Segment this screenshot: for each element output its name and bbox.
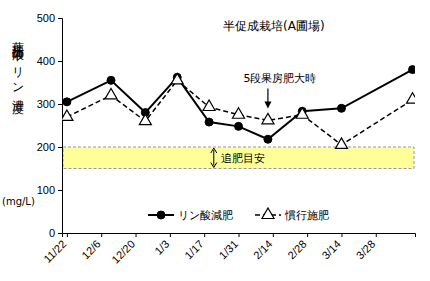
x-tick-mark (239, 233, 240, 237)
legend: リン酸減肥 慣行施肥 (148, 208, 329, 222)
x-tick-mark (341, 233, 342, 237)
x-tick: 3/28 (354, 233, 378, 261)
series-marker (62, 110, 73, 120)
y-tick: 200 (37, 141, 62, 153)
x-tick: 3/14 (319, 233, 343, 261)
reference-band (63, 147, 414, 169)
band-arrow-head (211, 148, 217, 168)
x-tick-label: 3/14 (319, 238, 343, 262)
y-tick-label: 500 (37, 12, 55, 24)
legend-item: 慣行施肥 (255, 208, 329, 222)
y-tick-label: 0 (49, 227, 55, 239)
y-tick: 400 (37, 55, 62, 67)
x-tick-mark (307, 233, 308, 237)
legend-marker (262, 208, 274, 218)
series-marker (203, 100, 215, 110)
y-axis: 0 100 200 300 400 500 (37, 12, 63, 239)
x-tick-mark (204, 233, 205, 237)
x-tick: 12/6 (79, 233, 103, 261)
x-tick-label: 2/28 (285, 238, 309, 262)
x-tick-label: 12/20 (109, 238, 137, 266)
x-tick-mark (67, 233, 68, 237)
legend-label: 慣行施肥 (284, 209, 329, 222)
y-tick-mark (58, 104, 62, 105)
series-marker (337, 104, 345, 112)
series-marker (235, 122, 243, 130)
y-axis-line (58, 19, 63, 234)
y-tick: 0 (49, 227, 62, 239)
series-marker (139, 114, 151, 124)
y-tick-mark (58, 233, 62, 234)
series (62, 73, 415, 148)
x-axis-line (63, 234, 416, 238)
legend-label: リン酸減肥 (178, 209, 233, 222)
series-marker (264, 135, 272, 143)
x-tick: 2/14 (251, 233, 275, 261)
plot-area (62, 66, 415, 149)
y-tick: 100 (37, 184, 62, 196)
series-line (67, 70, 413, 140)
legend-marker (157, 211, 165, 219)
y-tick: 500 (37, 12, 62, 24)
y-tick-mark (58, 190, 62, 191)
x-tick-mark (136, 233, 137, 237)
x-tick-label: 2/14 (251, 238, 275, 262)
series-marker (407, 93, 415, 103)
x-tick: 12/20 (109, 233, 137, 266)
x-tick: 2/28 (285, 233, 309, 261)
series-marker (107, 76, 115, 84)
x-tick-mark (101, 233, 102, 237)
series-marker (232, 108, 244, 118)
reference-band-group: 追肥目安 (63, 147, 414, 169)
annotation-arrow-head (264, 101, 271, 108)
series-marker (205, 118, 213, 126)
y-tick: 300 (37, 98, 62, 110)
y-tick-mark (58, 147, 62, 148)
x-tick: 1/3 (152, 233, 171, 257)
series-marker (105, 88, 117, 98)
y-tick-label: 400 (37, 55, 55, 67)
y-tick-label: 100 (37, 184, 55, 196)
y-axis-title: 葉柄汁液中のリン濃度 (11, 32, 25, 115)
series-line (67, 80, 413, 145)
y-tick-label: 300 (37, 98, 55, 110)
band-label: 追肥目安 (221, 152, 265, 165)
series-marker (296, 108, 308, 118)
annotation-text: 5段果房肥大時 (243, 72, 316, 85)
x-tick: 1/17 (182, 233, 206, 261)
y-tick-mark (58, 18, 62, 19)
series-marker (262, 113, 274, 123)
x-tick-label: 1/17 (182, 238, 206, 262)
x-tick-label: 12/6 (79, 238, 103, 262)
series-marker (63, 98, 71, 106)
y-axis-unit: (mg/L) (2, 196, 35, 207)
x-tick-label: 11/22 (41, 238, 68, 265)
title: 半促成栽培(A圃場) (223, 19, 325, 33)
x-tick-label: 1/31 (217, 238, 241, 262)
annotation: 5段果房肥大時 (243, 72, 316, 108)
x-tick-mark (376, 233, 377, 237)
x-axis: 11/22 12/612/20 1/3 1/17 1/31 2/14 2/28 3/14 3/2… (41, 233, 415, 266)
legend-item: リン酸減肥 (148, 209, 233, 222)
x-tick-label: 1/3 (152, 238, 171, 257)
series-marker (409, 66, 415, 74)
series-marker (171, 73, 183, 83)
x-tick-label: 3/28 (354, 238, 378, 262)
y-tick-label: 200 (37, 141, 55, 153)
x-tick-mark (170, 233, 171, 237)
band-arrow (213, 150, 214, 166)
y-tick-mark (58, 61, 62, 62)
x-tick: 1/31 (217, 233, 241, 261)
series-marker (335, 138, 347, 148)
x-tick-mark (273, 233, 274, 237)
chart: 追肥目安 11/22 12/612/20 1/3 1/17 1/31 2/14 2/28 3/1… (0, 0, 430, 281)
